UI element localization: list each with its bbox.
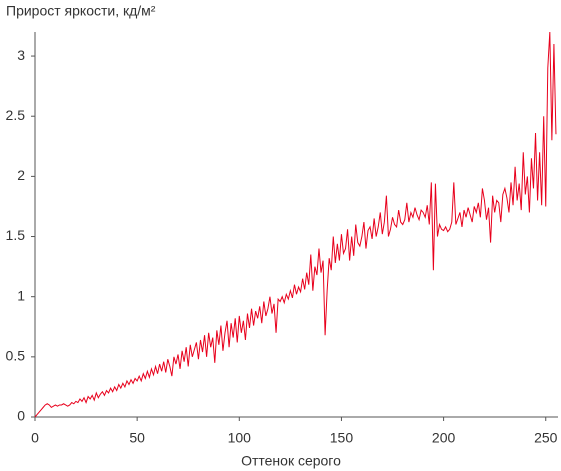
y-tick-label: 1.5 <box>6 227 26 243</box>
x-axis-label: Оттенок серого <box>241 453 341 469</box>
x-tick-label: 0 <box>31 430 39 446</box>
y-tick-label: 1 <box>17 287 25 303</box>
y-tick-label: 2 <box>17 167 25 183</box>
chart-title: Прирост яркости, кд/м² <box>6 3 156 19</box>
y-tick-label: 0.5 <box>6 348 26 364</box>
x-tick-label: 100 <box>228 430 252 446</box>
x-tick-label: 150 <box>330 430 354 446</box>
y-tick-label: 2.5 <box>6 107 26 123</box>
x-tick-label: 200 <box>432 430 456 446</box>
data-line <box>34 31 557 418</box>
y-tick-label: 0 <box>17 408 25 424</box>
x-tick-label: 50 <box>129 430 145 446</box>
y-tick-label: 3 <box>17 47 25 63</box>
x-tick-label: 250 <box>534 430 558 446</box>
